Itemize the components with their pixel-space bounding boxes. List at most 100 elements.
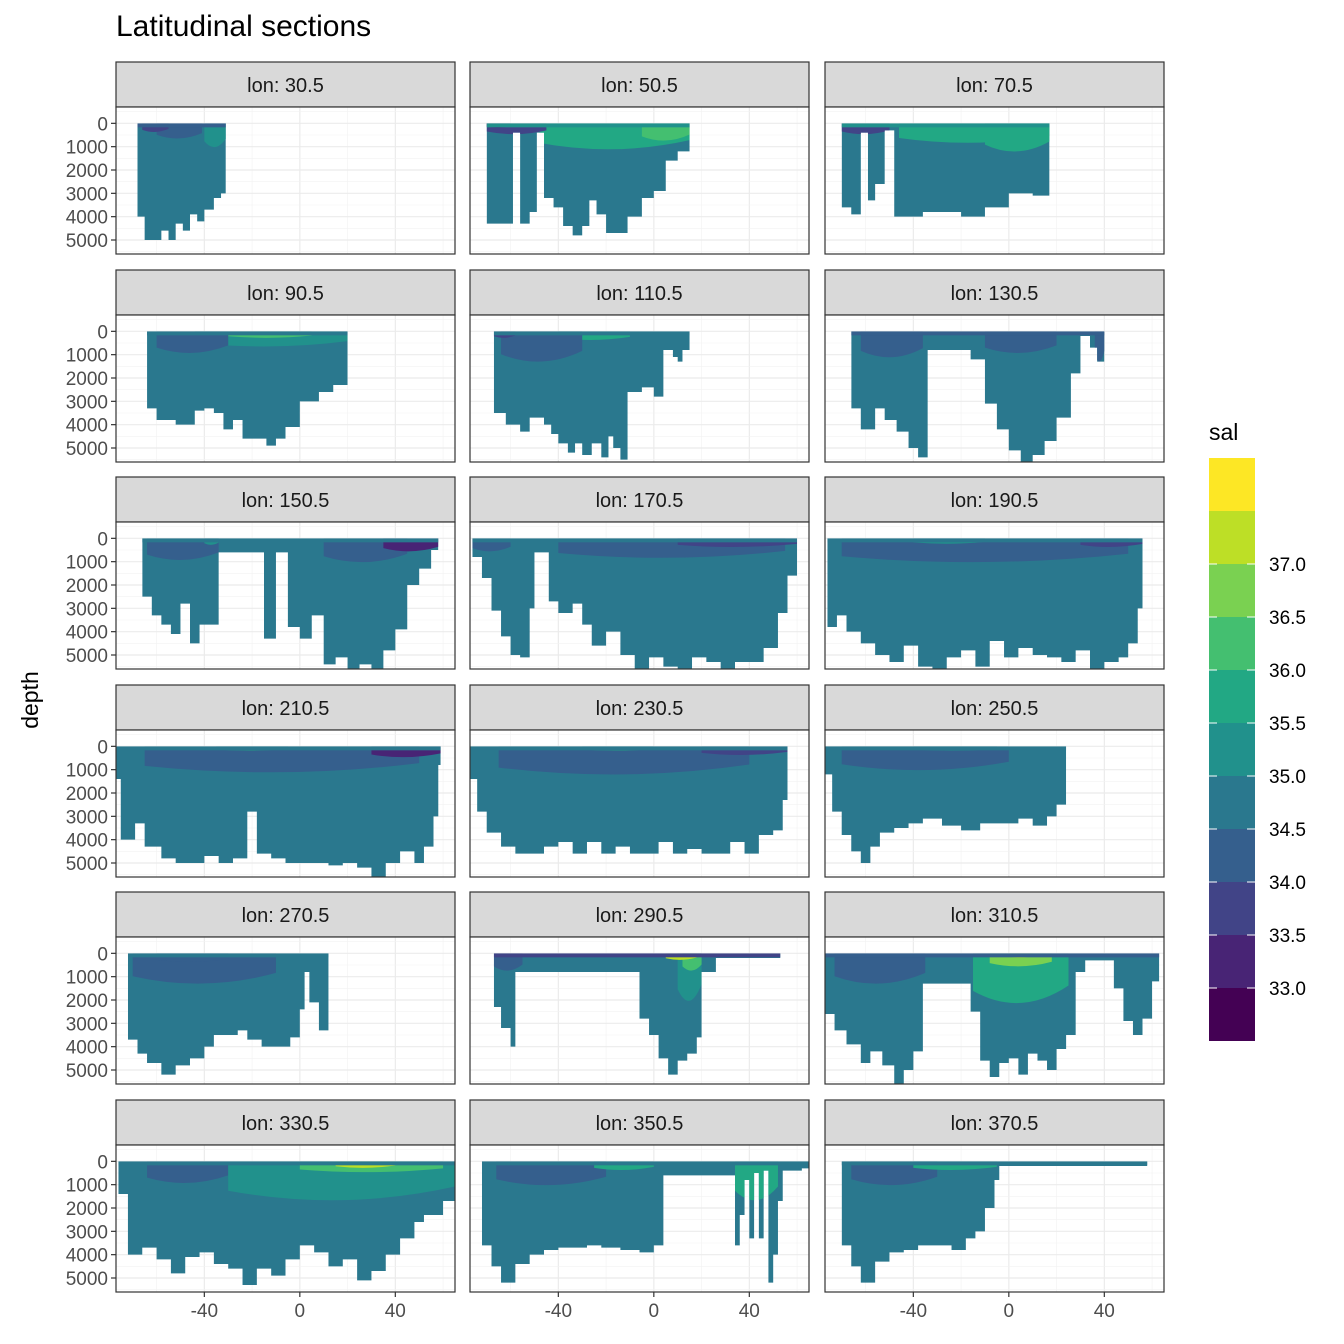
y-tick-label: 3000 [66,599,108,620]
panel-border [115,106,456,255]
y-tick-label: 3000 [66,1014,108,1035]
y-tick-label: 4000 [66,208,108,229]
legend-label: 36.0 [1269,661,1306,682]
facet-panel: lon: 250.5 [824,684,1165,878]
salinity-water-mass [496,1161,607,1186]
surface-layer [127,953,329,958]
facet-label: lon: 50.5 [601,75,678,97]
facet-panel: lon: 290.5 [469,891,810,1085]
facet-label: lon: 350.5 [596,1113,684,1135]
y-tick-label: 4000 [66,623,108,644]
salinity-water-mass [147,538,219,560]
panel-border [115,521,456,670]
legend-colorbar [1209,458,1255,1041]
legend-bin [1209,988,1255,1041]
panel-border [469,729,810,878]
facet-panel: lon: 350.5 -40 0 40 [469,1099,810,1322]
y-tick-label: 0 [97,114,108,135]
legend-bin [1209,458,1255,511]
y-tick-label: 0 [97,944,108,965]
y-tick-label: 2000 [66,369,108,390]
x-tick-label: 40 [739,1301,760,1322]
deep-water-fill [472,538,798,669]
surface-layer [142,538,439,543]
panel-border [824,521,1165,670]
facet-strip [115,269,456,316]
facet-strip [469,1099,810,1146]
panel-border [469,1144,810,1293]
salinity-water-mass [1094,331,1105,362]
salinity-water-mass [501,331,583,362]
facet-strip [824,476,1165,523]
facet-label: lon: 150.5 [242,490,330,512]
salinity-section [486,123,690,236]
facet-strip [115,684,456,731]
y-tick-label: 0 [97,737,108,758]
salinity-section [116,746,441,877]
surface-layer [137,123,226,128]
x-tick-label: 0 [649,1301,660,1322]
y-tick-label: 5000 [66,1269,108,1290]
facet-label: lon: 230.5 [596,698,684,720]
y-tick-label: 0 [97,529,108,550]
y-tick-label: 3000 [66,392,108,413]
y-tick-label: 5000 [66,439,108,460]
facet-label: lon: 70.5 [956,75,1033,97]
salinity-water-mass [204,123,226,148]
facet-strip [469,269,810,316]
salinity-water-mass [641,123,690,141]
legend-bin [1209,511,1255,564]
facet-panel: lon: 50.5 [469,61,810,255]
legend-bin [1209,670,1255,723]
facet-strip [115,476,456,523]
surface-layer [470,746,788,751]
legend-bin [1209,617,1255,670]
facet-panel: lon: 70.5 [824,61,1165,255]
facet-panel: lon: 370.5 -40 0 40 [824,1099,1165,1322]
y-tick-label: 2000 [66,1199,108,1220]
x-tick-label: 0 [295,1301,306,1322]
salinity-water-mass [984,123,1050,152]
legend-label: 34.0 [1269,873,1306,894]
surface-layer [116,746,441,751]
y-tick-label: 1000 [66,761,108,782]
legend-title: sal [1209,419,1238,445]
salinity-section [472,538,798,669]
facet-label: lon: 30.5 [247,75,324,97]
x-tick-label: 0 [1004,1301,1015,1322]
facet-label: lon: 290.5 [596,905,684,927]
legend: sal 33.0 33.5 34.0 34.5 35.0 35.5 36.0 36.5 37.0 [1209,419,1306,1041]
salinity-water-mass [841,746,1009,771]
x-tick-label: -40 [900,1301,927,1322]
y-tick-label: 5000 [66,854,108,875]
surface-layer [825,953,1160,958]
legend-label: 34.5 [1269,820,1306,841]
y-tick-label: 1000 [66,553,108,574]
y-tick-label: 3000 [66,807,108,828]
facet-label: lon: 370.5 [951,1113,1039,1135]
y-tick-label: 3000 [66,1222,108,1243]
y-tick-label: 0 [97,1152,108,1173]
legend-labels: 33.0 33.5 34.0 34.5 35.0 35.5 36.0 36.5 37.0 [1209,555,1306,1000]
salinity-water-mass [493,953,523,971]
facet-panel: lon: 170.5 [469,476,810,670]
surface-layer [493,953,781,958]
facet-strip [824,61,1165,108]
x-tick-label: 40 [1094,1301,1115,1322]
salinity-water-mass [973,953,1069,1004]
facet-strip [469,891,810,938]
facet-label: lon: 190.5 [951,490,1039,512]
legend-label: 35.0 [1269,767,1306,788]
panel-border [115,1144,456,1293]
panel-border [824,1144,1165,1293]
facet-panel: lon: 110.5 [469,269,810,463]
y-tick-label: 4000 [66,1038,108,1059]
legend-label: 36.5 [1269,608,1306,629]
facet-strip [824,1099,1165,1146]
y-tick-label: 2000 [66,161,108,182]
y-tick-label: 4000 [66,831,108,852]
surface-layer [486,123,690,128]
